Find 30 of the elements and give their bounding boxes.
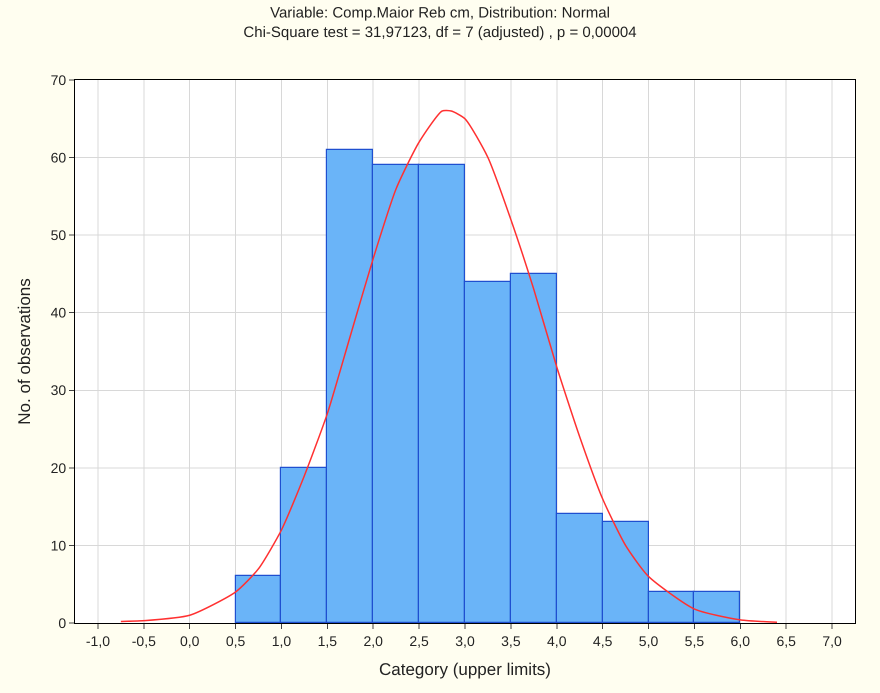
y-tick-label: 0: [58, 614, 66, 631]
x-tick-label: 2,0: [364, 632, 384, 649]
y-tick-label: 40: [50, 304, 66, 321]
x-tick-label: 1,5: [318, 632, 338, 649]
x-tick-label: 4,5: [592, 632, 613, 649]
y-tick-label: 60: [50, 149, 66, 166]
x-tick-label: 4,0: [547, 632, 567, 649]
chart-title: Variable: Comp.Maior Reb cm, Distribution: Normal: [270, 4, 610, 22]
x-tick-label: -1,0: [86, 632, 110, 649]
y-tick-label: 70: [50, 72, 66, 88]
line-series: [120, 110, 778, 623]
x-tick-label: 1,0: [272, 632, 292, 649]
y-axis-title: No. of observations: [15, 278, 34, 425]
x-tick-label: 0,0: [180, 632, 200, 649]
x-tick-label: 7,0: [822, 632, 842, 649]
chart-subtitle: Chi-Square test = 31,97123, df = 7 (adjusted) , p = 0,00004: [243, 24, 637, 41]
x-tick-label: 0,5: [226, 632, 246, 649]
x-tick-label: 6,0: [730, 632, 750, 649]
y-tick-label: 50: [50, 227, 66, 244]
x-tick-label: 5,0: [638, 632, 658, 649]
y-tick-label: 30: [50, 382, 66, 398]
x-tick-label: 2,5: [409, 632, 430, 649]
x-tick-label: -0,5: [132, 632, 156, 649]
x-axis-title: Category (upper limits): [379, 660, 551, 680]
x-tick-label: 5,5: [684, 632, 704, 649]
x-tick-label: 3,0: [455, 632, 475, 649]
x-tick-label: 3,5: [501, 632, 521, 649]
y-tick-label: 10: [50, 537, 66, 554]
x-tick-label: 6,5: [776, 632, 796, 649]
y-tick-label: 20: [50, 460, 66, 476]
